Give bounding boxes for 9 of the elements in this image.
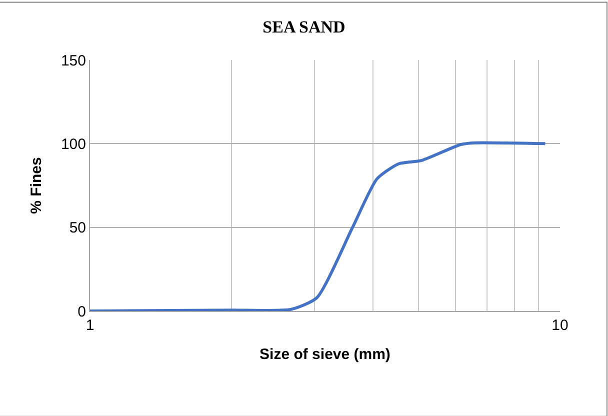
y-tick-label: 50 (69, 220, 86, 237)
y-tick-label: 100 (60, 136, 86, 153)
y-axis-title: % Fines (28, 157, 46, 214)
x-axis-title: Size of sieve (mm) (260, 346, 390, 363)
x-tick-label: 10 (552, 317, 568, 334)
x-tick-label: 1 (86, 317, 94, 334)
chart-title: SEA SAND (262, 18, 346, 37)
y-tick-label: 150 (60, 52, 86, 70)
y-tick-label: 0 (78, 303, 86, 320)
